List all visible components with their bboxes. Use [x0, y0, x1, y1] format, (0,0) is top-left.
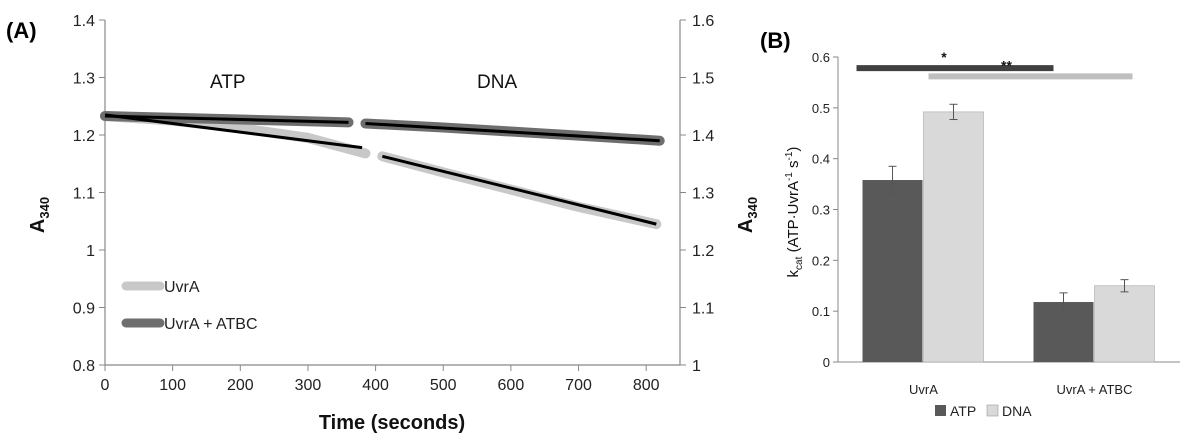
panel-b-category-label: UvrA + ATBC [1057, 382, 1133, 397]
panel-a-left-y-tick-label: 1.1 [73, 186, 95, 203]
panel-a-label: (A) [6, 18, 37, 43]
series-uvra-atbc-fit-line [365, 122, 660, 143]
bar-dna [923, 111, 984, 363]
panel-b-y-tick-label: 0.1 [812, 304, 830, 319]
legend-label-atp: ATP [950, 403, 976, 419]
panel-a-x-tick-label: 800 [633, 377, 660, 394]
panel-b-label: (B) [760, 28, 791, 53]
panel-a-left-y-axis-title: A340 [27, 197, 52, 233]
panel-b-y-tick-label: 0.2 [812, 253, 830, 268]
panel-a-x-tick-label: 100 [159, 377, 186, 394]
panel-b-legend: ATP DNA [935, 403, 1032, 419]
series-uvra-atbc-fit-line [104, 114, 349, 124]
series-uvra-fit-line [381, 154, 657, 226]
panel-b-y-axis-title: kcat (ATP·UvrA-1 s-1) [784, 147, 805, 278]
panel-a-left-y-tick-label: 0.9 [73, 301, 95, 318]
panel-b-y-tick-label: 0.5 [812, 101, 830, 116]
panel-b-category-label: UvrA [909, 382, 938, 397]
legend-label-uvra: UvrA [164, 279, 200, 296]
panel-a-left-y-tick-label: 1.2 [73, 128, 95, 145]
legend-swatch-dna [986, 404, 999, 417]
bar-atp [862, 180, 923, 362]
panel-b-y-tick-label: 0.3 [812, 203, 830, 218]
panel-a-left-y-tick-label: 0.8 [73, 358, 95, 375]
significance-label: * [941, 49, 947, 65]
panel-a-right-y-tick-label: 1.6 [692, 13, 714, 30]
panel-a-x-tick-label: 300 [295, 377, 322, 394]
panel-a-annotation-atp: ATP [210, 72, 246, 93]
panel-a-x-tick-label: 500 [430, 377, 457, 394]
svg-text:A340: A340 [735, 197, 760, 233]
panel-a-x-tick-label: 200 [227, 377, 254, 394]
panel-a-annotation-dna: DNA [477, 72, 517, 93]
panel-b-y-tick-label: 0 [823, 355, 830, 370]
panel-a-legend: UvrA UvrA + ATBC [121, 279, 258, 333]
panel-a-x-axis-title: Time (seconds) [319, 412, 465, 434]
svg-text:kcat (ATP·UvrA-1 s-1): kcat (ATP·UvrA-1 s-1) [784, 147, 805, 278]
panel-a-right-y-axis-title: A340 [735, 197, 760, 233]
panel-a-right-y-tick-label: 1.4 [692, 128, 714, 145]
panel-a-left-y-tick-label: 1.3 [73, 71, 95, 88]
legend-label-uvra-atbc: UvrA + ATBC [164, 316, 258, 333]
bar-dna [1094, 285, 1155, 363]
significance-label: ** [1001, 57, 1012, 73]
panel-a-left-y-tick-label: 1 [86, 243, 95, 260]
legend-label-dna: DNA [1002, 403, 1032, 419]
series-uvra-fit-line [104, 113, 363, 150]
panel-a-right-y-tick-label: 1 [692, 358, 701, 375]
panel-a-right-y-tick-label: 1.1 [692, 301, 714, 318]
panel-a-x-tick-label: 0 [101, 377, 110, 394]
panel-a-x-tick-label: 700 [565, 377, 592, 394]
panel-a-x-tick-label: 400 [362, 377, 389, 394]
panel-b-y-tick-label: 0.6 [812, 50, 830, 65]
panel-a-right-y-tick-label: 1.3 [692, 186, 714, 203]
panel-a-left-y-tick-label: 1.4 [73, 13, 95, 30]
legend-swatch-atp [935, 405, 946, 416]
panel-b-y-tick-label: 0.4 [812, 152, 830, 167]
panel-a-right-y-tick-label: 1.5 [692, 71, 714, 88]
svg-text:A340: A340 [27, 197, 52, 233]
panel-a-x-tick-label: 600 [498, 377, 525, 394]
bar-atp [1033, 302, 1094, 362]
panel-a-right-y-tick-label: 1.2 [692, 243, 714, 260]
